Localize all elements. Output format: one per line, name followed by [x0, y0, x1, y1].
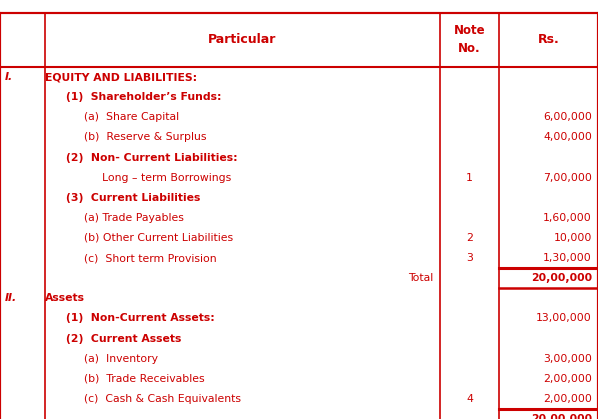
Text: 13,00,000: 13,00,000	[536, 313, 592, 323]
Text: (2)  Current Assets: (2) Current Assets	[66, 334, 181, 344]
Text: 1,60,000: 1,60,000	[543, 213, 592, 223]
Text: (2)  Non- Current Liabilities:: (2) Non- Current Liabilities:	[66, 153, 237, 163]
Text: (a)  Inventory: (a) Inventory	[84, 354, 158, 364]
Text: 20,00,000: 20,00,000	[531, 273, 592, 283]
Text: 20,00,000: 20,00,000	[531, 414, 592, 419]
Text: Note
No.: Note No.	[454, 24, 485, 55]
Text: Rs.: Rs.	[538, 33, 560, 47]
Text: Total: Total	[408, 273, 434, 283]
Text: 1: 1	[466, 173, 473, 183]
Text: (b)  Trade Receivables: (b) Trade Receivables	[84, 374, 205, 384]
Text: 1,30,000: 1,30,000	[543, 253, 592, 263]
Text: 6,00,000: 6,00,000	[543, 112, 592, 122]
Text: 3,00,000: 3,00,000	[543, 354, 592, 364]
Text: Assets: Assets	[45, 293, 85, 303]
Text: (c)  Cash & Cash Equivalents: (c) Cash & Cash Equivalents	[84, 394, 241, 404]
Text: 4: 4	[466, 394, 473, 404]
Text: 2: 2	[466, 233, 473, 243]
Text: Particular: Particular	[208, 33, 276, 47]
Text: (c)  Short term Provision: (c) Short term Provision	[84, 253, 216, 263]
Text: I.: I.	[5, 72, 13, 82]
Text: (1)  Shareholder’s Funds:: (1) Shareholder’s Funds:	[66, 92, 221, 102]
Text: (b) Other Current Liabilities: (b) Other Current Liabilities	[84, 233, 233, 243]
Text: 10,000: 10,000	[554, 233, 592, 243]
Text: II.: II.	[5, 293, 17, 303]
Text: (a)  Share Capital: (a) Share Capital	[84, 112, 179, 122]
Text: EQUITY AND LIABILITIES:: EQUITY AND LIABILITIES:	[45, 72, 197, 82]
Text: 7,00,000: 7,00,000	[543, 173, 592, 183]
Text: 2,00,000: 2,00,000	[543, 394, 592, 404]
Text: (a) Trade Payables: (a) Trade Payables	[84, 213, 184, 223]
Text: (b)  Reserve & Surplus: (b) Reserve & Surplus	[84, 132, 206, 142]
Text: 3: 3	[466, 253, 473, 263]
Text: (1)  Non-Current Assets:: (1) Non-Current Assets:	[66, 313, 215, 323]
Text: 4,00,000: 4,00,000	[543, 132, 592, 142]
Text: (3)  Current Liabilities: (3) Current Liabilities	[66, 193, 200, 203]
Text: 2,00,000: 2,00,000	[543, 374, 592, 384]
Text: Long – term Borrowings: Long – term Borrowings	[102, 173, 231, 183]
